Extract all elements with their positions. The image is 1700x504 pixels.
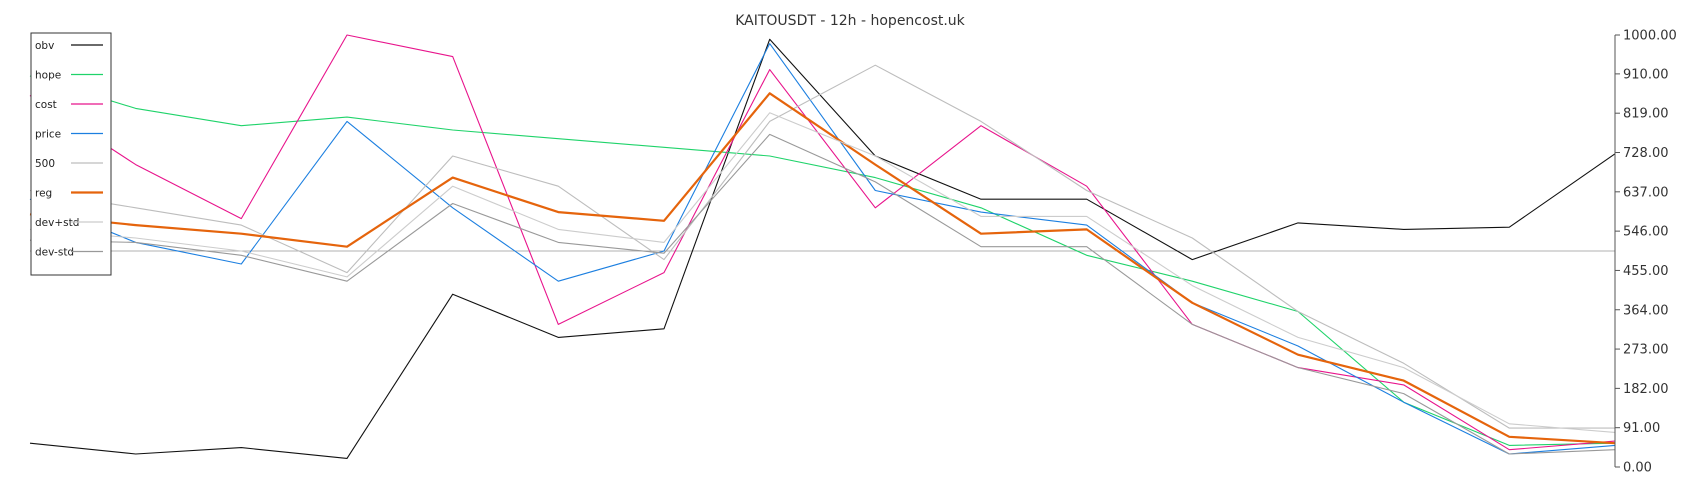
y-tick-label: 455.00 [1623, 264, 1669, 279]
series-line-price [29, 43, 1616, 455]
series-line-hope [29, 75, 1616, 446]
legend-label: dev-std [35, 247, 74, 259]
y-tick-label: 91.00 [1623, 421, 1660, 436]
chart-title: KAITOUSDT - 12h - hopencost.uk [735, 13, 965, 29]
y-tick-label: 910.00 [1623, 67, 1669, 82]
y-tick-label: 0.00 [1623, 461, 1652, 476]
y-tick-label: 364.00 [1623, 303, 1669, 318]
y-tick-label: 819.00 [1623, 107, 1669, 122]
series-line-dev-std [29, 112, 1616, 433]
legend-label: reg [35, 188, 52, 200]
series-line-obv [29, 38, 1616, 459]
y-tick-label: 546.00 [1623, 225, 1669, 240]
y-tick-label: 273.00 [1623, 343, 1669, 358]
series-line-reg [29, 92, 1616, 445]
legend-label: obv [35, 40, 54, 52]
y-tick-label: 637.00 [1623, 185, 1669, 200]
series-line-cost [29, 34, 1616, 451]
legend-label: hope [35, 70, 61, 82]
legend: obv hope cost price 500 reg dev+std dev-std [30, 32, 112, 276]
chart-marks [29, 34, 1616, 459]
series-line-500 [29, 64, 1615, 429]
series-line-dev-std [29, 133, 1616, 455]
y-tick-label: 1000.00 [1623, 29, 1677, 44]
legend-label: price [35, 129, 61, 141]
legend-label: dev+std [35, 217, 79, 229]
legend-label: cost [35, 99, 57, 111]
legend-box [30, 32, 112, 276]
legend-label: 500 [35, 158, 55, 170]
y-tick-label: 182.00 [1623, 382, 1669, 397]
y-axis: 1000.00 910.00 819.00 728.00 637.00 546.00 455… [1614, 29, 1677, 476]
y-tick-label: 728.00 [1623, 146, 1669, 161]
